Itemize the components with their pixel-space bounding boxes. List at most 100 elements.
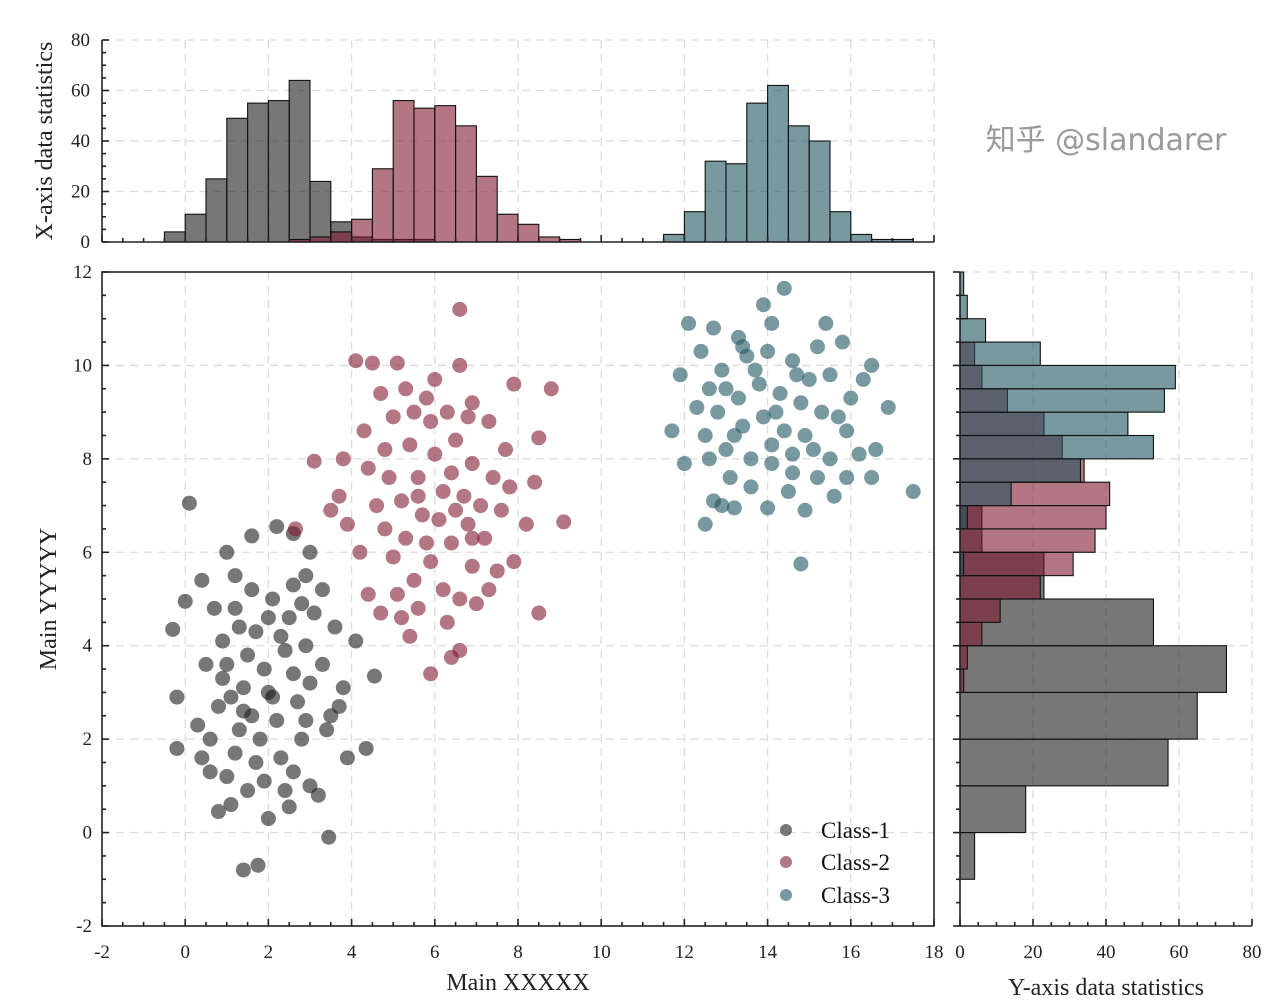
point-class-2 (306, 453, 322, 469)
point-class-3 (714, 498, 730, 514)
legend-label-class-1: Class-1 (821, 818, 890, 843)
point-class-2 (410, 600, 426, 616)
point-class-1 (277, 783, 293, 799)
y-tick-label: 6 (83, 542, 93, 563)
legend: Class-1 Class-2 Class-3 (780, 818, 890, 908)
point-class-3 (868, 442, 884, 458)
right-hist-bar-class-2 (959, 551, 1074, 577)
point-class-2 (398, 530, 414, 546)
point-class-1 (302, 675, 318, 691)
point-class-3 (797, 502, 813, 518)
point-class-3 (743, 451, 759, 467)
right-hist-x-tick-label: 0 (955, 942, 965, 963)
tick-labels: -2 0 2 4 6 8 10 12 14 16 18 -2 0 2 4 6 8 10 12 0 20 40 60 80 0 20… (71, 30, 1262, 963)
point-class-1 (194, 572, 210, 588)
point-class-2 (456, 488, 472, 504)
point-class-3 (843, 390, 859, 406)
point-class-1 (269, 519, 285, 535)
point-class-1 (260, 811, 276, 827)
point-class-1 (240, 783, 256, 799)
point-class-2 (489, 563, 505, 579)
point-class-1 (260, 610, 276, 626)
point-class-3 (851, 446, 867, 462)
point-class-3 (722, 470, 738, 486)
point-class-1 (277, 642, 293, 658)
point-class-2 (439, 614, 455, 630)
top-hist-bar-class-3 (746, 102, 769, 243)
point-class-1 (169, 689, 185, 705)
right-hist-bar-class-3 (959, 481, 1012, 507)
point-class-1 (298, 712, 314, 728)
point-class-1 (302, 778, 318, 794)
point-class-1 (252, 731, 268, 747)
point-class-2 (473, 498, 489, 514)
watermark: 知乎 @slandarer (986, 123, 1227, 158)
point-class-1 (227, 600, 243, 616)
point-class-2 (464, 558, 480, 574)
top-hist-bar-class-2 (351, 218, 373, 243)
point-class-3 (810, 339, 826, 355)
point-class-2 (452, 357, 468, 373)
point-class-2 (406, 404, 422, 420)
point-class-3 (855, 371, 871, 387)
point-class-1 (294, 731, 310, 747)
point-class-3 (664, 423, 680, 439)
point-class-3 (747, 362, 763, 378)
point-class-1 (273, 750, 289, 766)
point-class-3 (826, 488, 842, 504)
point-class-2 (443, 649, 459, 665)
point-class-2 (460, 516, 476, 532)
point-class-2 (448, 432, 464, 448)
legend-label-class-3: Class-3 (821, 883, 890, 908)
point-class-1 (265, 689, 281, 705)
point-class-3 (839, 423, 855, 439)
point-class-2 (418, 390, 434, 406)
x-tick-label: 14 (758, 942, 778, 963)
point-class-3 (672, 367, 688, 383)
point-class-1 (244, 708, 260, 724)
point-class-3 (805, 442, 821, 458)
point-class-2 (464, 456, 480, 472)
top-hist-bar-class-2 (392, 100, 415, 243)
top-hist-y-tick-label: 60 (71, 81, 90, 102)
right-hist-bar-class-3 (959, 341, 1041, 366)
x-tick-label: 16 (841, 942, 860, 963)
point-class-2 (389, 586, 405, 602)
y-tick-label: 12 (73, 262, 92, 283)
top-hist-bar-class-1 (226, 117, 249, 243)
top-hist-bar-class-3 (850, 233, 873, 243)
point-class-2 (435, 484, 451, 500)
point-class-3 (764, 437, 780, 453)
top-hist-bar-class-3 (787, 125, 810, 243)
axes (101, 39, 1253, 927)
point-class-3 (822, 451, 838, 467)
point-class-1 (256, 661, 272, 677)
point-class-2 (414, 507, 430, 523)
top-hist-y-tick-label: 0 (81, 232, 91, 253)
point-class-1 (319, 722, 335, 738)
point-class-2 (468, 596, 484, 612)
top-hist-bar-class-2 (330, 231, 353, 243)
point-class-1 (177, 593, 193, 609)
point-class-1 (327, 619, 343, 635)
point-class-3 (768, 404, 784, 420)
point-class-1 (335, 680, 351, 696)
point-class-1 (169, 740, 185, 756)
point-class-2 (460, 409, 476, 425)
top-hist-bar-class-3 (808, 140, 831, 243)
x-tick-label: 18 (925, 942, 944, 963)
right-hist-bar-class-1 (959, 691, 1198, 740)
point-class-3 (810, 470, 826, 486)
point-class-2 (364, 355, 380, 371)
right-hist-bar-class-3 (959, 318, 987, 343)
point-class-1 (219, 656, 235, 672)
point-class-3 (726, 500, 742, 516)
right-hist-bar-class-3 (959, 388, 1165, 413)
point-class-1 (273, 628, 289, 644)
point-class-1 (366, 668, 382, 684)
point-class-2 (431, 512, 447, 528)
point-class-1 (202, 764, 218, 780)
point-class-3 (834, 334, 850, 350)
point-class-1 (219, 544, 235, 560)
point-class-1 (250, 857, 266, 873)
